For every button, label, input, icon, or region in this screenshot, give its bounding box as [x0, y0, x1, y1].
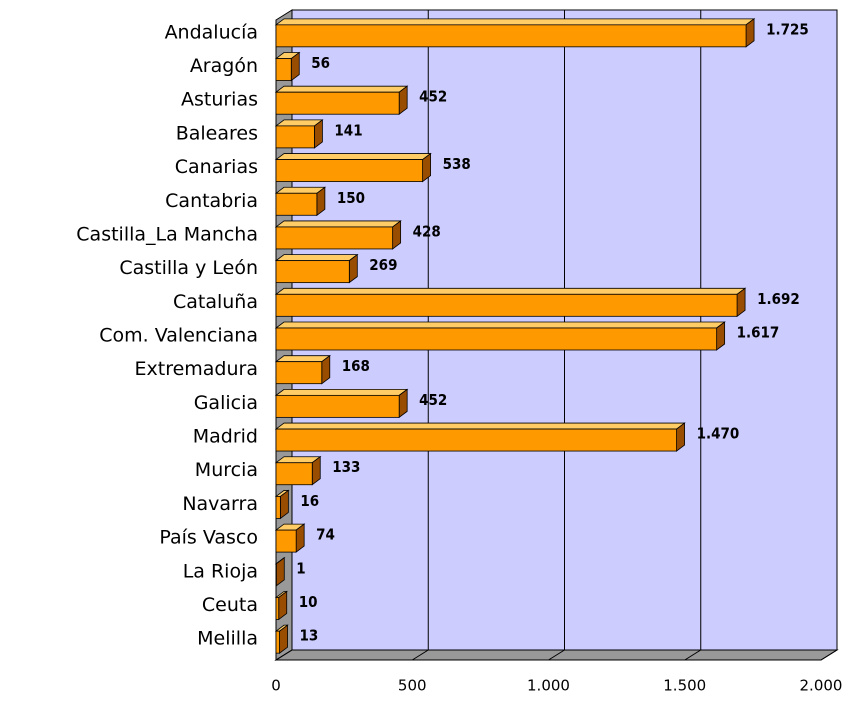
bar — [275, 529, 297, 553]
value-label: 269 — [369, 256, 397, 274]
y-tick-label: Castilla_La Mancha — [76, 223, 258, 245]
bar-top — [274, 220, 402, 228]
bar — [275, 597, 280, 620]
value-label: 538 — [443, 155, 471, 173]
bar — [275, 361, 323, 385]
bar — [275, 58, 292, 81]
bar — [275, 394, 400, 418]
value-label: 452 — [419, 88, 447, 106]
bar — [275, 293, 738, 317]
y-tick-label: Asturias — [181, 89, 258, 111]
y-tick-label: Navarra — [182, 493, 258, 515]
bar-top — [274, 85, 409, 93]
bar-top — [274, 254, 359, 262]
bar — [275, 91, 400, 115]
bar-top — [274, 287, 747, 295]
value-label: 1.725 — [766, 20, 809, 38]
x-tick-label: 500 — [398, 677, 427, 695]
value-label: 16 — [300, 492, 319, 510]
bar — [275, 630, 280, 654]
y-tick-label: País Vasco — [159, 527, 258, 549]
bar — [275, 462, 313, 486]
y-tick-label: La Rioja — [183, 560, 258, 582]
value-label: 150 — [337, 189, 365, 207]
value-label: 168 — [342, 357, 370, 375]
y-tick-label: Castilla y León — [119, 257, 258, 279]
y-tick-label: Baleares — [176, 122, 258, 144]
tick-mark — [275, 649, 293, 661]
y-tick-label: Canarias — [175, 156, 258, 178]
bar — [275, 226, 394, 250]
bar-top — [274, 388, 409, 396]
y-tick-label: Ceuta — [202, 594, 258, 616]
x-tick-label: 1.500 — [663, 677, 706, 695]
value-label: 428 — [413, 222, 441, 240]
bar-top — [274, 422, 686, 430]
y-tick-label: Melilla — [197, 628, 258, 650]
value-label: 1.617 — [737, 324, 780, 342]
y-tick-label: Madrid — [193, 426, 258, 448]
x-tick-label: 0 — [271, 677, 281, 695]
y-tick-label: Aragón — [190, 55, 258, 77]
y-tick-label: Galicia — [194, 392, 258, 414]
y-tick-label: Murcia — [195, 459, 258, 481]
value-label: 133 — [332, 458, 360, 476]
bar-top — [274, 18, 756, 26]
y-tick-label: Cataluña — [173, 291, 258, 313]
value-label: 74 — [316, 526, 335, 544]
value-label: 10 — [299, 593, 318, 611]
tick-mark — [411, 649, 429, 661]
value-label: 13 — [300, 627, 319, 645]
y-tick-label: Andalucía — [165, 21, 258, 43]
y-tick-label: Cantabria — [165, 190, 258, 212]
value-label: 1 — [296, 559, 305, 577]
value-label: 452 — [419, 391, 447, 409]
y-tick-label: Com. Valenciana — [99, 325, 258, 347]
bar — [275, 496, 281, 519]
bar — [275, 159, 424, 182]
x-tick-label: 1.000 — [527, 677, 570, 695]
bar — [275, 260, 350, 284]
bar-top — [274, 321, 726, 329]
tick-mark — [548, 649, 565, 661]
bar — [275, 327, 718, 351]
y-tick-label: Extremadura — [135, 358, 259, 380]
tick-mark — [684, 649, 702, 661]
bar — [275, 192, 318, 216]
value-label: 56 — [311, 54, 330, 72]
tick-mark — [820, 649, 838, 661]
bar — [275, 24, 747, 48]
value-label: 1.470 — [697, 425, 740, 443]
value-label: 1.692 — [757, 290, 800, 308]
bar-top — [274, 355, 331, 363]
x-tick-label: 2.000 — [800, 677, 843, 695]
bar — [275, 428, 677, 452]
bar — [275, 125, 315, 149]
bar-top — [274, 153, 432, 160]
value-label: 141 — [334, 121, 362, 139]
